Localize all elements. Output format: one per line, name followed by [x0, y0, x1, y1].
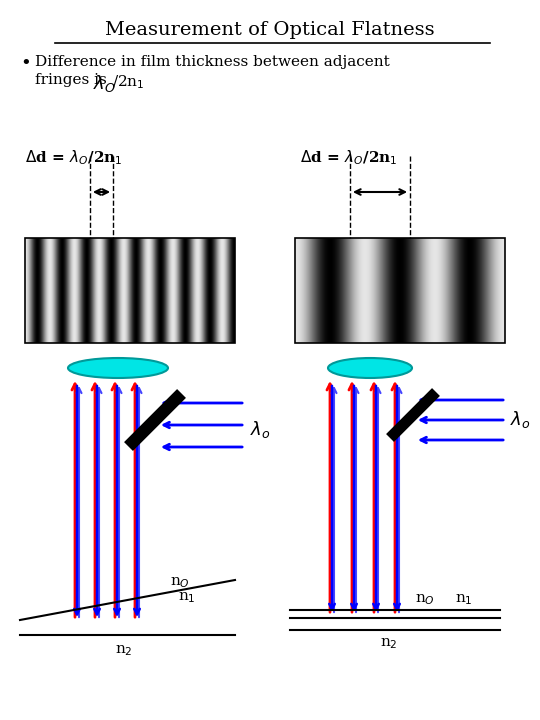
Text: n$_2$: n$_2$ [380, 636, 397, 651]
Text: •: • [20, 55, 31, 73]
Bar [295, 238, 505, 343]
Text: Difference in film thickness between adjacent: Difference in film thickness between adj… [35, 55, 390, 69]
Bar [25, 238, 235, 343]
Text: n$_O$: n$_O$ [170, 575, 190, 590]
Text: $\Delta$d = $\lambda$$_O$/2n$_1$: $\Delta$d = $\lambda$$_O$/2n$_1$ [300, 148, 397, 167]
Text: n$_O$: n$_O$ [415, 592, 435, 607]
Text: n$_1$: n$_1$ [455, 592, 472, 607]
Ellipse shape [328, 358, 412, 378]
Text: /2n$_1$: /2n$_1$ [112, 73, 145, 91]
Ellipse shape [68, 358, 168, 378]
Text: n$_2$: n$_2$ [115, 643, 133, 657]
Text: Measurement of Optical Flatness: Measurement of Optical Flatness [105, 21, 435, 39]
Text: $\lambda$$_o$: $\lambda$$_o$ [250, 420, 271, 441]
Text: $\lambda$$_o$: $\lambda$$_o$ [510, 410, 531, 431]
Text: $\lambda_O$: $\lambda_O$ [93, 73, 116, 94]
Text: fringes is: fringes is [35, 73, 112, 87]
Text: n$_1$: n$_1$ [178, 590, 195, 605]
Text: $\Delta$d = $\lambda$$_O$/2n$_1$: $\Delta$d = $\lambda$$_O$/2n$_1$ [25, 148, 123, 167]
